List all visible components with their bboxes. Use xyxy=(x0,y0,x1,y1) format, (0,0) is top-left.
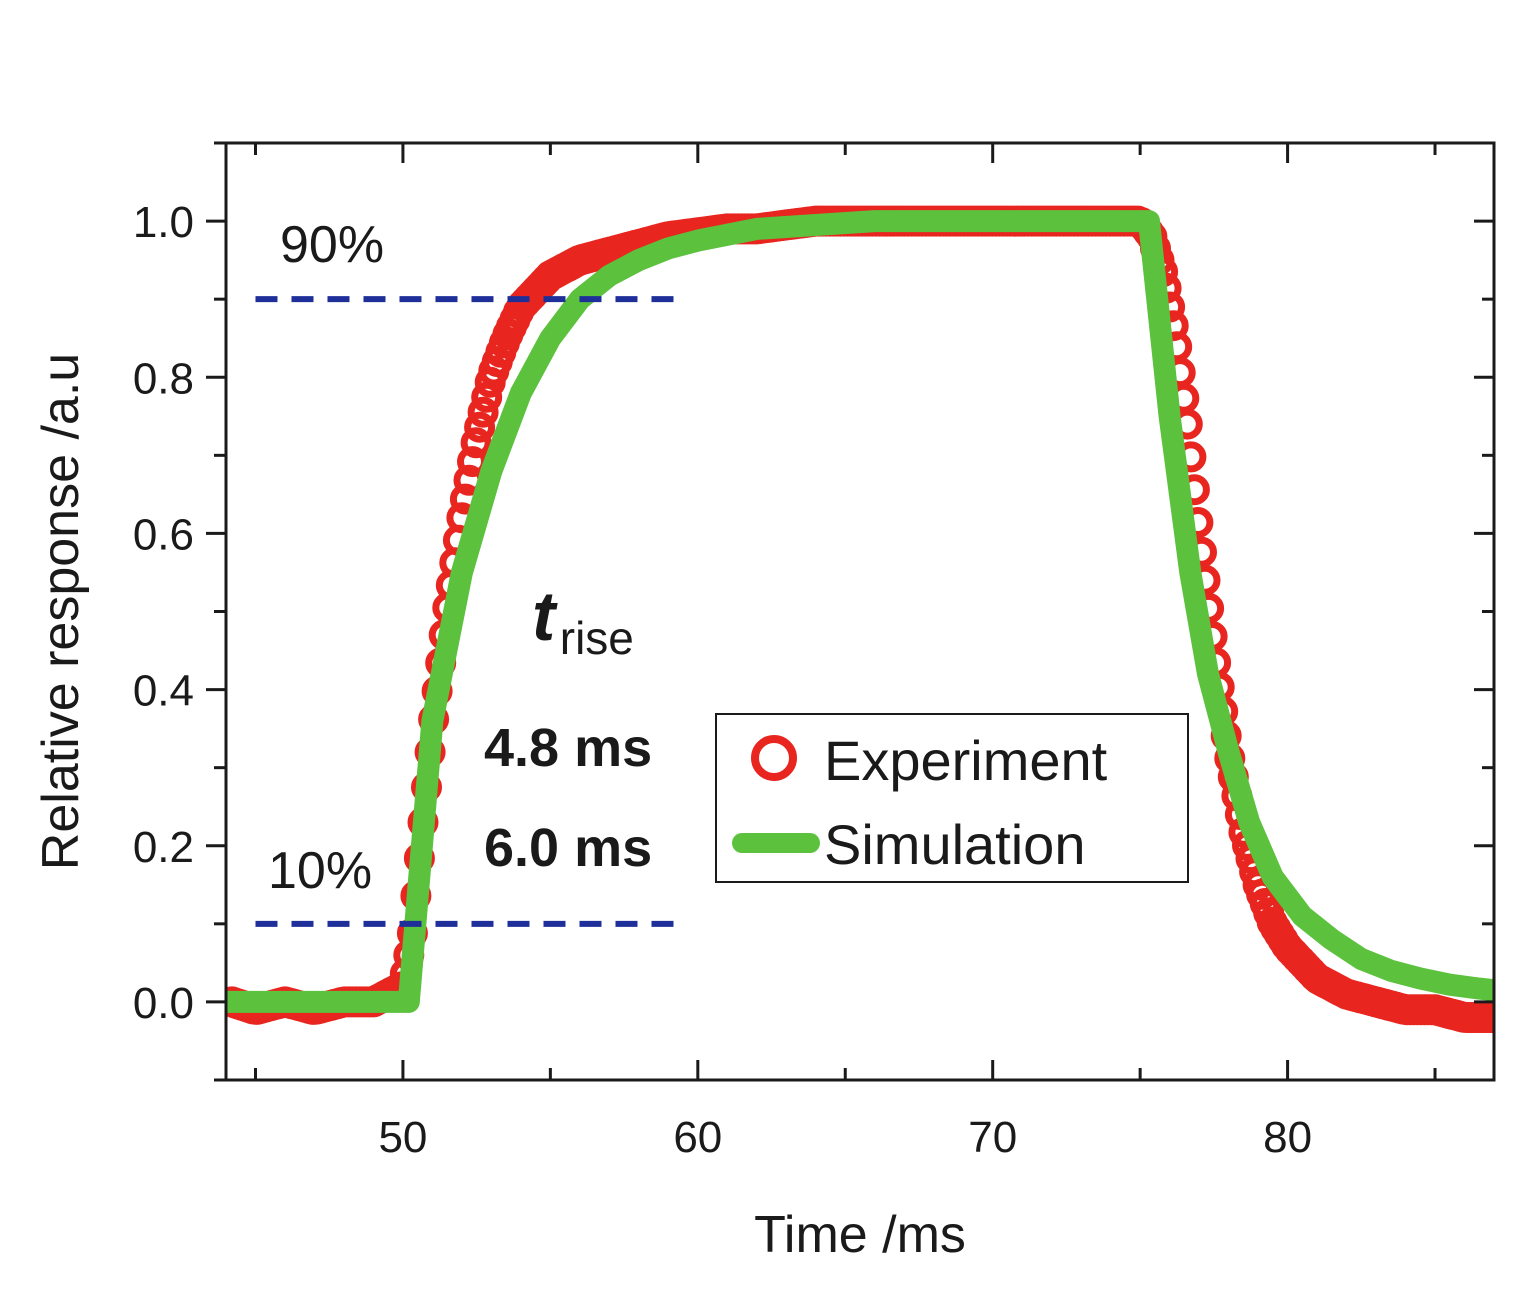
t-subscript: rise xyxy=(560,612,634,664)
x-axis-title: Time /ms xyxy=(754,1206,966,1264)
y-tick-label: 0.2 xyxy=(133,823,194,872)
x-tick-label: 60 xyxy=(673,1113,722,1162)
experiment-point xyxy=(467,396,499,428)
y-tick-label: 0.4 xyxy=(133,667,194,716)
y-axis-title: Relative response /a.u xyxy=(32,353,90,870)
series-layer xyxy=(226,205,1494,1033)
series-simulation-line xyxy=(226,210,1494,1013)
experiment-point xyxy=(460,427,492,459)
t-rise-annotation: t rise xyxy=(532,577,634,664)
tick-labels-layer: 50 60 70 80 0.0 0.2 0.4 0.6 0.8 1.0 xyxy=(133,198,1312,1162)
legend-simulation-label: Simulation xyxy=(824,813,1085,876)
experiment-point xyxy=(464,411,496,443)
legend: Experiment Simulation xyxy=(715,713,1189,883)
threshold-label-90: 90% xyxy=(280,216,384,274)
legend-experiment-label: Experiment xyxy=(824,729,1108,792)
experiment-point xyxy=(1476,1002,1494,1033)
x-tick-label: 70 xyxy=(968,1113,1017,1162)
ticks-layer xyxy=(206,141,1494,1082)
y-tick-label: 1.0 xyxy=(133,198,194,247)
legend-experiment-marker xyxy=(751,735,797,781)
x-tick-label: 80 xyxy=(1263,1113,1312,1162)
legend-box xyxy=(715,713,1189,883)
x-tick-label: 50 xyxy=(378,1113,427,1162)
y-tick-label: 0.0 xyxy=(133,979,194,1028)
y-tick-label: 0.8 xyxy=(133,354,194,403)
rise-time-experiment: 4.8 ms xyxy=(484,718,652,778)
experiment-point xyxy=(471,381,503,413)
rise-time-simulation: 6.0 ms xyxy=(484,818,652,878)
threshold-label-10: 10% xyxy=(268,842,372,900)
t-symbol: t xyxy=(532,577,558,655)
y-tick-label: 0.6 xyxy=(133,510,194,559)
